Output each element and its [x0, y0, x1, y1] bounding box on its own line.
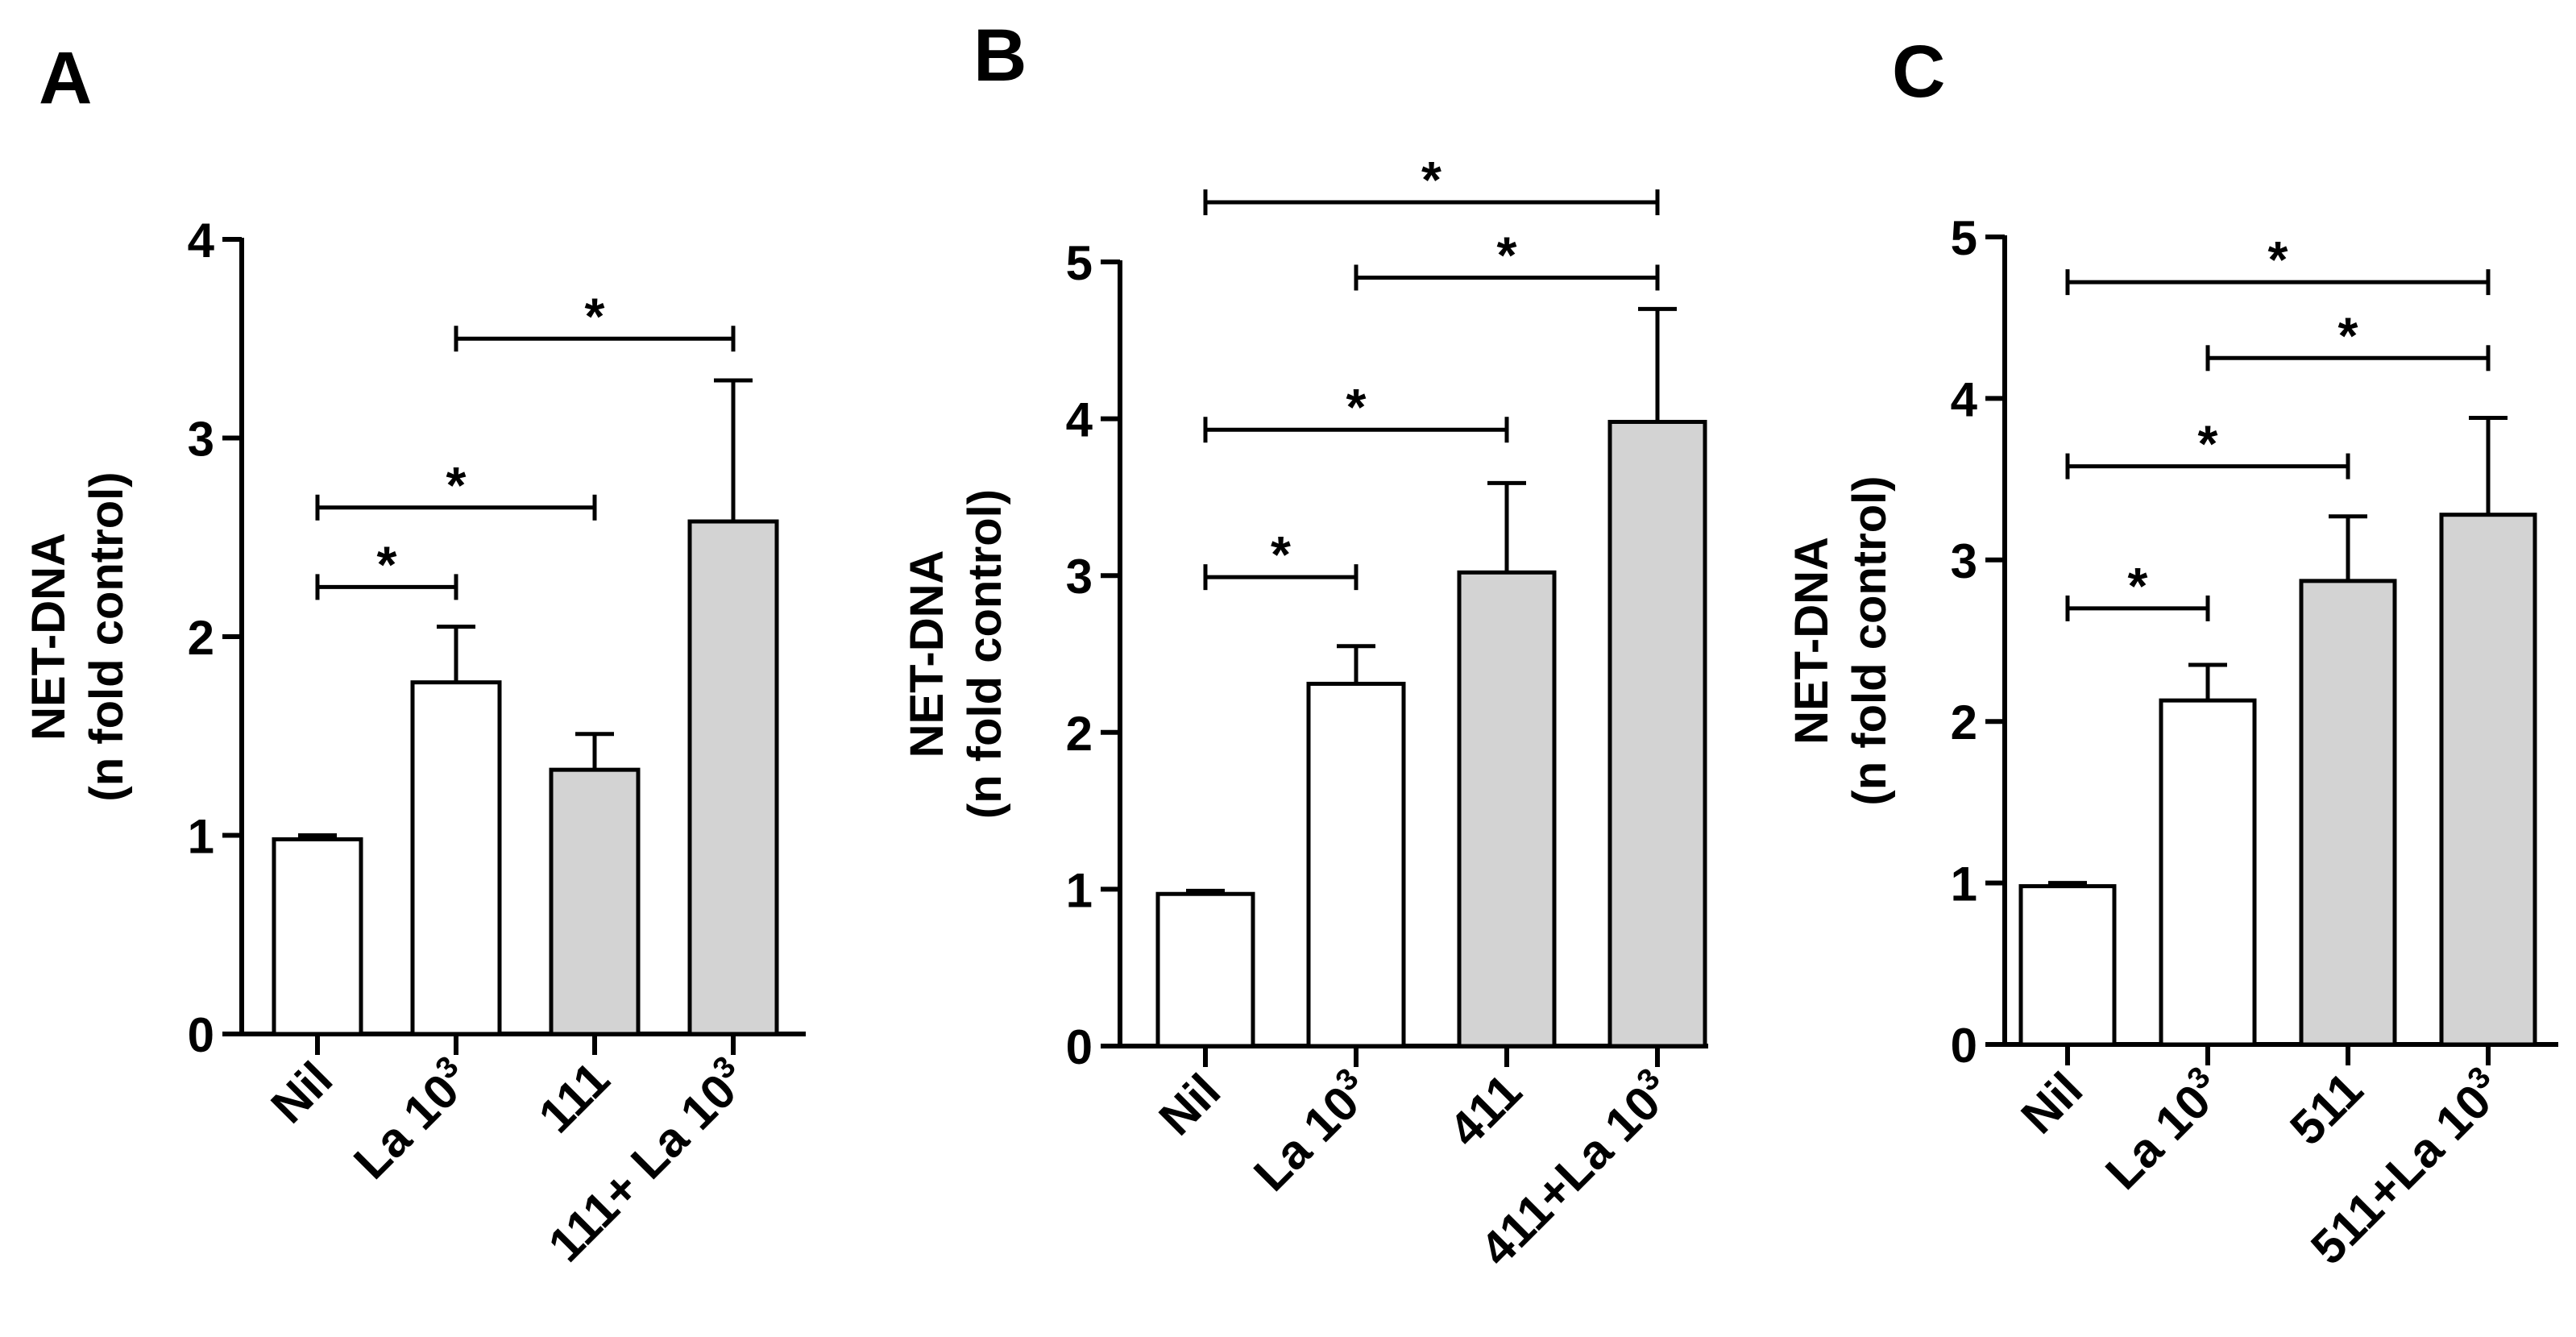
bar	[1457, 570, 1557, 1048]
bar	[410, 680, 502, 1036]
x-category-label: Nil	[1149, 1064, 1231, 1146]
y-axis-title-line-1: NET-DNA	[901, 550, 953, 758]
y-axis-title-line-1: NET-DNA	[1786, 537, 1838, 745]
bar	[1607, 419, 1707, 1048]
significance-star: *	[1271, 525, 1291, 583]
x-category-text: Nil	[261, 1052, 343, 1134]
x-category-label: Nil	[261, 1052, 343, 1134]
y-axis-title-line-1: NET-DNA	[23, 533, 75, 741]
y-tick-label: 5	[1066, 236, 1093, 290]
bar	[272, 837, 363, 1036]
panel-a: A NET-DNA (n fold control) 0 1 2 3 4 Nil La 103 11…	[23, 37, 806, 1272]
panel-c: C NET-DNA (n fold control) 0 1 2 3 4 5 Nil La 103 5…	[1786, 31, 2558, 1275]
x-category-text: 511	[2279, 1062, 2373, 1156]
y-tick-label: 2	[1951, 695, 1977, 749]
y-tick-label: 0	[1951, 1019, 1977, 1073]
significance-star: *	[2128, 557, 2148, 615]
x-category-text: Nil	[2011, 1062, 2093, 1144]
y-tick-label: 1	[188, 810, 214, 864]
bar	[687, 519, 779, 1036]
y-axis-title: NET-DNA (n fold control)	[23, 471, 133, 801]
significance-star: *	[1497, 226, 1517, 284]
significance-star: *	[377, 535, 397, 593]
y-tick-label: 3	[188, 413, 214, 467]
significance-star: *	[2268, 230, 2288, 289]
bar	[2439, 513, 2537, 1047]
panel-label: C	[1892, 31, 1945, 113]
bar	[2159, 698, 2257, 1047]
x-category-text: Nil	[1149, 1064, 1231, 1146]
x-category-label: 511	[2279, 1062, 2373, 1156]
y-axis-title: NET-DNA (n fold control)	[1786, 475, 1896, 805]
significance-star: *	[1421, 151, 1441, 209]
x-category-text: 111	[529, 1052, 620, 1143]
significance-star: *	[446, 456, 467, 514]
significance-star: *	[2338, 306, 2358, 364]
significance-star: *	[1346, 378, 1367, 436]
y-axis-title-line-2: (n fold control)	[959, 489, 1011, 819]
y-tick-label: 1	[1951, 857, 1977, 911]
significance-star: *	[2198, 415, 2218, 473]
x-category-label: Nil	[2011, 1062, 2093, 1144]
y-tick-label: 0	[188, 1008, 214, 1062]
bar	[1306, 681, 1406, 1048]
panel-label: B	[973, 15, 1027, 97]
y-axis-title-line-2: (n fold control)	[1844, 475, 1896, 805]
y-tick-label: 4	[188, 214, 215, 268]
bar	[2299, 579, 2397, 1047]
panel-b: B NET-DNA (n fold control) 0 1 2 3 4 5 Nil La 103 4…	[901, 15, 1708, 1277]
bar	[549, 767, 641, 1036]
y-tick-label: 2	[1066, 707, 1093, 761]
bar	[1155, 891, 1255, 1048]
x-category-label: 111	[529, 1052, 620, 1143]
y-axis-title: NET-DNA (n fold control)	[901, 489, 1011, 819]
panel-label: A	[39, 37, 92, 119]
y-tick-label: 5	[1951, 211, 1977, 265]
x-category-label: La 103	[2093, 1061, 2233, 1200]
y-tick-label: 4	[1951, 372, 1978, 426]
y-tick-label: 1	[1066, 863, 1093, 917]
y-tick-label: 2	[188, 611, 214, 665]
bar	[2018, 884, 2117, 1047]
x-category-label: La 103	[342, 1050, 481, 1190]
x-category-label: 411	[1438, 1064, 1532, 1157]
y-tick-label: 3	[1066, 550, 1093, 604]
x-category-label: La 103	[1242, 1062, 1381, 1202]
y-axis-title-line-2: (n fold control)	[81, 471, 133, 801]
significance-star: *	[585, 287, 605, 345]
x-category-text: 411	[1438, 1064, 1532, 1157]
y-tick-label: 4	[1066, 393, 1093, 447]
y-tick-label: 0	[1066, 1020, 1093, 1074]
y-tick-label: 3	[1951, 534, 1977, 588]
